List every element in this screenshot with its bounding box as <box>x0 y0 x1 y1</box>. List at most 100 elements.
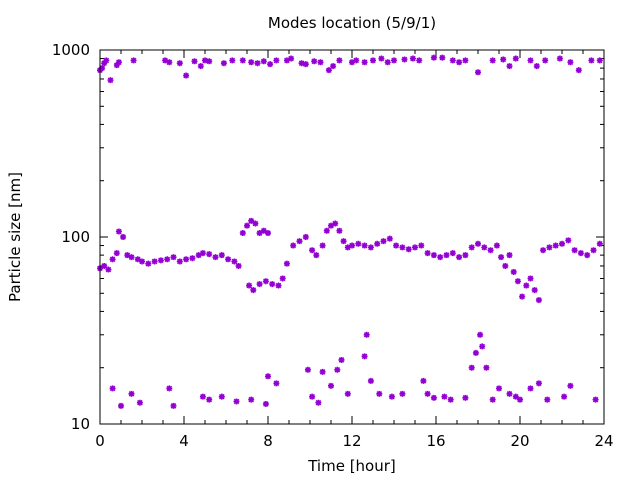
data-point <box>250 287 257 294</box>
data-point <box>449 57 456 64</box>
data-point <box>265 230 271 237</box>
data-point <box>332 220 339 227</box>
data-point <box>361 353 368 360</box>
data-point <box>430 54 437 61</box>
data-point <box>260 58 267 65</box>
data-point <box>462 57 469 64</box>
data-point <box>500 56 507 63</box>
data-point <box>195 252 202 259</box>
data-point <box>456 254 463 261</box>
data-point <box>367 377 374 384</box>
data-point <box>378 55 385 62</box>
data-point <box>311 58 318 65</box>
data-point <box>405 246 412 253</box>
data-point <box>279 275 286 282</box>
data-point <box>113 250 120 257</box>
data-point <box>449 250 456 257</box>
data-point <box>275 282 282 289</box>
data-point <box>514 278 521 285</box>
x-tick-label: 0 <box>95 432 105 450</box>
data-point <box>559 240 565 247</box>
data-point <box>304 366 311 373</box>
data-point <box>273 380 280 387</box>
data-point <box>183 72 190 79</box>
y-tick-label: 100 <box>61 228 90 246</box>
data-point <box>325 67 332 74</box>
data-point <box>506 63 513 70</box>
data-point <box>252 220 259 227</box>
data-point <box>206 251 213 258</box>
data-point <box>567 382 574 389</box>
data-point <box>481 244 488 251</box>
data-point <box>502 262 509 269</box>
data-point <box>510 268 517 275</box>
data-point <box>189 255 196 262</box>
data-point <box>254 60 261 67</box>
data-point <box>344 244 351 251</box>
data-point <box>399 244 406 251</box>
data-point <box>170 402 177 409</box>
data-point <box>145 260 152 267</box>
data-point <box>260 227 267 234</box>
x-tick-label: 16 <box>426 432 445 450</box>
data-point <box>239 57 246 64</box>
data-point <box>447 396 454 403</box>
plot-frame <box>99 49 605 425</box>
data-point <box>130 57 137 64</box>
data-point <box>218 393 225 400</box>
data-point <box>544 396 551 403</box>
data-point <box>101 262 108 269</box>
data-point <box>107 77 114 84</box>
data-point <box>512 393 519 400</box>
data-point <box>128 390 135 397</box>
data-point <box>273 57 280 64</box>
data-point <box>248 396 255 403</box>
data-point <box>535 297 542 304</box>
data-point <box>246 282 253 289</box>
data-point <box>420 377 427 384</box>
data-point <box>393 242 400 249</box>
x-tick-label: 8 <box>263 432 273 450</box>
data-point <box>462 394 469 401</box>
data-point <box>118 402 124 409</box>
data-point <box>302 61 309 68</box>
data-point <box>487 247 494 254</box>
chart-title: Modes location (5/9/1) <box>268 14 436 32</box>
data-point <box>202 57 208 64</box>
data-point <box>233 398 240 405</box>
data-point <box>399 390 406 397</box>
data-point <box>584 252 591 259</box>
data-point <box>483 364 490 371</box>
data-point <box>475 69 481 76</box>
y-tick-label: 1000 <box>52 41 90 59</box>
data-point <box>288 55 295 62</box>
data-point <box>128 254 135 261</box>
data-point <box>340 238 347 245</box>
data-point <box>437 254 444 261</box>
data-point <box>298 60 305 67</box>
data-point <box>319 368 326 375</box>
data-point <box>512 55 519 62</box>
data-point <box>376 390 383 397</box>
data-point <box>596 240 603 247</box>
data-point <box>527 275 534 282</box>
data-point <box>401 56 408 63</box>
data-point <box>588 57 595 64</box>
data-point <box>439 54 446 61</box>
data-point <box>361 59 368 66</box>
data-point <box>344 390 351 397</box>
data-point <box>565 237 572 244</box>
data-point <box>498 254 505 261</box>
data-point <box>302 234 309 240</box>
data-point <box>229 57 236 64</box>
data-point <box>418 242 425 249</box>
data-point <box>328 222 334 229</box>
data-point <box>191 58 198 65</box>
data-point <box>523 282 530 289</box>
data-point <box>166 59 173 66</box>
data-point <box>336 227 343 234</box>
data-point <box>489 396 496 403</box>
x-tick-label: 12 <box>342 432 361 450</box>
data-point <box>556 55 563 62</box>
x-tick-label: 24 <box>594 432 613 450</box>
